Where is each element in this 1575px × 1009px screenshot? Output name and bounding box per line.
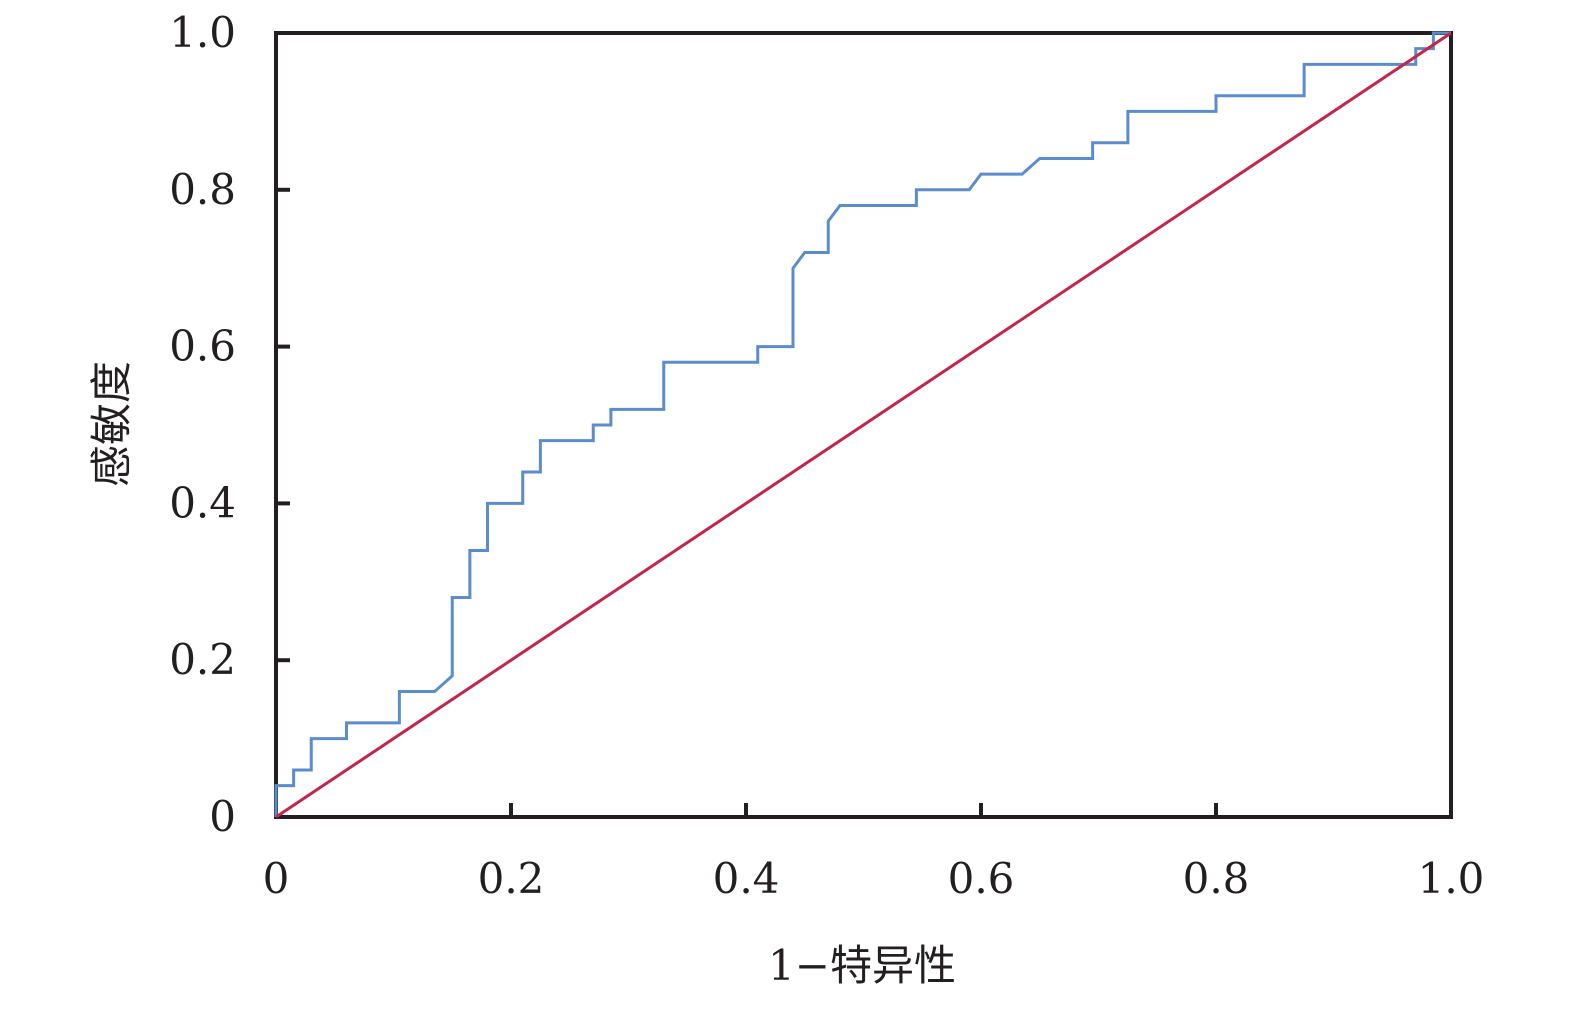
plot-frame [274, 31, 1453, 819]
x-tick-label: 0.4 [713, 854, 780, 903]
x-axis-title: 1−特异性 [768, 941, 956, 990]
x-tick-label: 0.6 [948, 854, 1015, 903]
roc-curve-line [274, 31, 1451, 817]
y-tick-label: 0.8 [169, 165, 236, 214]
y-tick-label: 0 [209, 792, 236, 841]
y-tick-label: 0.6 [169, 322, 236, 371]
y-tick-label: 1.0 [169, 8, 236, 57]
y-axis-title: 感敏度 [87, 361, 136, 487]
x-tick-label: 1.0 [1418, 854, 1485, 903]
x-tick-label: 0.8 [1183, 854, 1250, 903]
x-tick-label: 0.2 [478, 854, 545, 903]
y-tick-label: 0.2 [169, 635, 236, 684]
x-tick-label: 0 [263, 854, 290, 903]
y-tick-label: 0.4 [169, 478, 236, 527]
reference-diagonal-line [275, 31, 1452, 819]
